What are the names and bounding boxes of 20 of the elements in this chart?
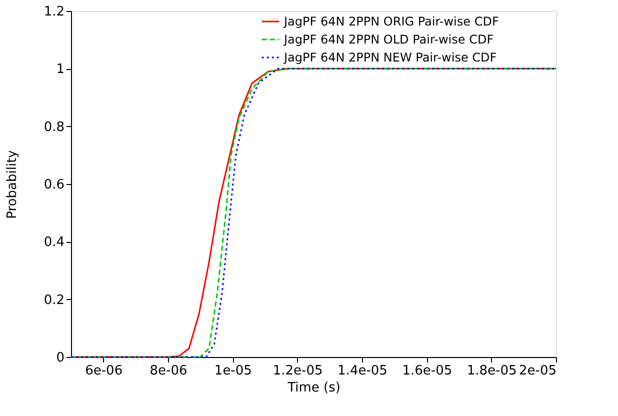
x-tick-label: 1e-05 xyxy=(214,364,252,378)
y-tick-label: 1.2 xyxy=(44,4,64,20)
x-tick-label: 2e-05 xyxy=(518,364,556,378)
y-tick-label: 0.6 xyxy=(44,178,64,192)
y-axis-title: Probability xyxy=(4,150,20,219)
legend-label: JagPF 64N 2PPN NEW Pair-wise CDF xyxy=(283,50,497,64)
legend-label: JagPF 64N 2PPN OLD Pair-wise CDF xyxy=(283,32,494,46)
y-tick-label: 0.8 xyxy=(44,120,64,135)
x-tick-label: 1.8e-05 xyxy=(466,364,517,378)
legend-label: JagPF 64N 2PPN ORIG Pair-wise CDF xyxy=(283,14,499,28)
y-tick-label: 0 xyxy=(56,350,64,366)
x-tick-label: 6e-06 xyxy=(85,364,123,378)
y-tick-label: 1 xyxy=(56,62,64,78)
y-tick-label: 0.4 xyxy=(44,235,64,250)
y-tick-label: 0.2 xyxy=(44,292,64,308)
x-tick-label: 1.6e-05 xyxy=(402,364,452,378)
x-tick-label: 1.4e-05 xyxy=(338,364,388,378)
x-axis-title: Time (s) xyxy=(286,380,340,396)
x-tick-label: 1.2e-05 xyxy=(272,364,323,378)
x-tick-label: 8e-06 xyxy=(150,364,188,378)
